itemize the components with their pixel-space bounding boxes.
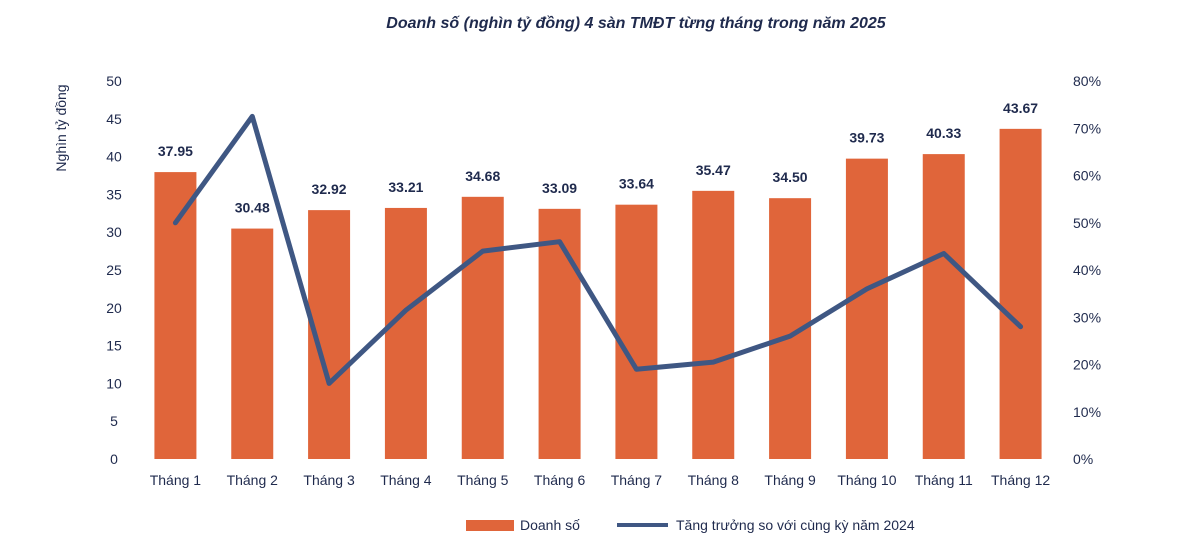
y2-tick-label: 20% bbox=[1073, 357, 1101, 373]
bar-data-label: 33.21 bbox=[388, 179, 423, 195]
x-tick-label: Tháng 7 bbox=[611, 472, 663, 488]
x-tick-label: Tháng 12 bbox=[991, 472, 1050, 488]
y-tick-label: 30 bbox=[106, 224, 122, 240]
y2-tick-label: 50% bbox=[1073, 215, 1101, 231]
bar bbox=[615, 204, 658, 459]
bar bbox=[538, 208, 581, 459]
line-point bbox=[250, 114, 255, 119]
line-point bbox=[403, 308, 408, 313]
y2-tick-label: 80% bbox=[1073, 73, 1101, 89]
line-point bbox=[173, 220, 178, 225]
y2-tick-label: 0% bbox=[1073, 451, 1093, 467]
bar bbox=[461, 196, 504, 459]
x-axis-ticks: Tháng 1 Tháng 2 Tháng 3 Tháng 4 Tháng 5 Tháng… bbox=[150, 472, 1051, 488]
bar bbox=[999, 128, 1042, 459]
y-tick-label: 5 bbox=[110, 413, 118, 429]
bar-data-label: 40.33 bbox=[926, 125, 961, 141]
y2-axis-ticks: 0% 10% 20% 30% 40% 50% 60% 70% 80% bbox=[1073, 73, 1101, 467]
legend-label-bar: Doanh số bbox=[520, 517, 580, 533]
bar bbox=[384, 207, 427, 459]
line-point bbox=[1018, 324, 1023, 329]
line-point bbox=[634, 367, 639, 372]
bar bbox=[231, 228, 274, 459]
bar-data-label: 30.48 bbox=[235, 200, 270, 216]
line-series bbox=[172, 113, 1024, 386]
y2-tick-label: 40% bbox=[1073, 262, 1101, 278]
line-point bbox=[557, 239, 562, 244]
y2-tick-label: 70% bbox=[1073, 120, 1101, 136]
x-tick-label: Tháng 1 bbox=[150, 472, 202, 488]
y2-tick-label: 60% bbox=[1073, 168, 1101, 184]
bar-data-label: 32.92 bbox=[312, 181, 347, 197]
x-tick-label: Tháng 5 bbox=[457, 472, 509, 488]
x-tick-label: Tháng 10 bbox=[837, 472, 896, 488]
bar-data-label: 33.64 bbox=[619, 176, 654, 192]
y-tick-label: 35 bbox=[106, 186, 122, 202]
bar-data-label: 39.73 bbox=[849, 130, 884, 146]
y2-tick-label: 10% bbox=[1073, 404, 1101, 420]
legend-label-line: Tăng trưởng so với cùng kỳ năm 2024 bbox=[676, 517, 915, 533]
x-tick-label: Tháng 3 bbox=[303, 472, 355, 488]
y-tick-label: 50 bbox=[106, 73, 122, 89]
bar-data-label: 34.50 bbox=[773, 169, 808, 185]
y-tick-label: 15 bbox=[106, 338, 122, 354]
bar-data-label: 35.47 bbox=[696, 162, 731, 178]
bar bbox=[692, 190, 735, 459]
line-point bbox=[480, 249, 485, 254]
x-tick-label: Tháng 4 bbox=[380, 472, 432, 488]
y-tick-label: 10 bbox=[106, 375, 122, 391]
y-tick-label: 45 bbox=[106, 111, 122, 127]
bar bbox=[845, 158, 888, 459]
y-tick-label: 25 bbox=[106, 262, 122, 278]
y-tick-label: 20 bbox=[106, 300, 122, 316]
legend: Doanh số Tăng trưởng so với cùng kỳ năm … bbox=[466, 517, 915, 533]
bar-data-labels: 37.95 30.48 32.92 33.21 34.68 33.09 33.64 35.47… bbox=[158, 100, 1038, 216]
x-tick-label: Tháng 8 bbox=[688, 472, 740, 488]
line-point bbox=[711, 360, 716, 365]
bar-data-label: 33.09 bbox=[542, 180, 577, 196]
chart-title: Doanh số (nghìn tỷ đồng) 4 sàn TMĐT từng… bbox=[386, 15, 887, 32]
x-tick-label: Tháng 6 bbox=[534, 472, 586, 488]
x-tick-label: Tháng 9 bbox=[764, 472, 816, 488]
x-tick-label: Tháng 11 bbox=[915, 472, 973, 488]
y-axis-label: Nghìn tỷ đồng bbox=[53, 84, 69, 171]
bar bbox=[922, 154, 965, 459]
line-point bbox=[327, 381, 332, 386]
bar-data-label: 34.68 bbox=[465, 168, 500, 184]
y-axis-ticks: 0 5 10 15 20 25 30 35 40 45 50 bbox=[106, 73, 122, 467]
growth-line bbox=[172, 113, 1024, 386]
x-tick-label: Tháng 2 bbox=[227, 472, 279, 488]
bar-data-label: 43.67 bbox=[1003, 100, 1038, 116]
line-point bbox=[864, 286, 869, 291]
bar-series bbox=[154, 128, 1042, 459]
y-tick-label: 40 bbox=[106, 149, 122, 165]
line-point bbox=[788, 334, 793, 339]
y2-tick-label: 30% bbox=[1073, 309, 1101, 325]
y-tick-label: 0 bbox=[110, 451, 118, 467]
bar-data-label: 37.95 bbox=[158, 143, 193, 159]
bar bbox=[154, 172, 197, 459]
legend-swatch-bar bbox=[466, 520, 514, 531]
line-point bbox=[941, 251, 946, 256]
